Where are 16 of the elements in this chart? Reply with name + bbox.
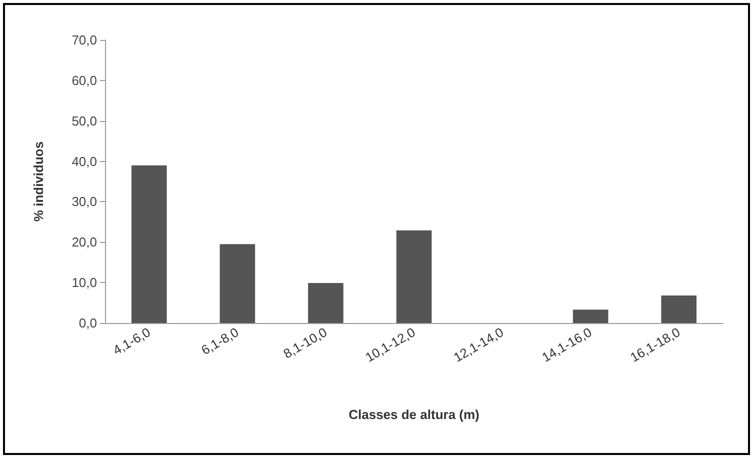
y-tick-label: 40,0: [72, 154, 97, 169]
y-tick-label: 0,0: [78, 316, 97, 330]
y-tick-label: 70,0: [72, 32, 97, 48]
y-tick-label: 20,0: [72, 234, 97, 250]
bar: [572, 310, 608, 323]
x-axis-title: Classes de altura (m): [348, 407, 480, 422]
bar: [308, 282, 344, 323]
bar: [396, 230, 432, 323]
bar: [220, 244, 256, 323]
y-tick-label: 60,0: [72, 72, 97, 88]
y-tick-label: 30,0: [72, 194, 97, 210]
y-tick-label: 10,0: [72, 275, 97, 290]
bar: [661, 296, 697, 323]
bar: [131, 165, 167, 323]
y-axis-title: % individuos: [31, 141, 46, 222]
y-tick-label: 50,0: [72, 113, 97, 128]
